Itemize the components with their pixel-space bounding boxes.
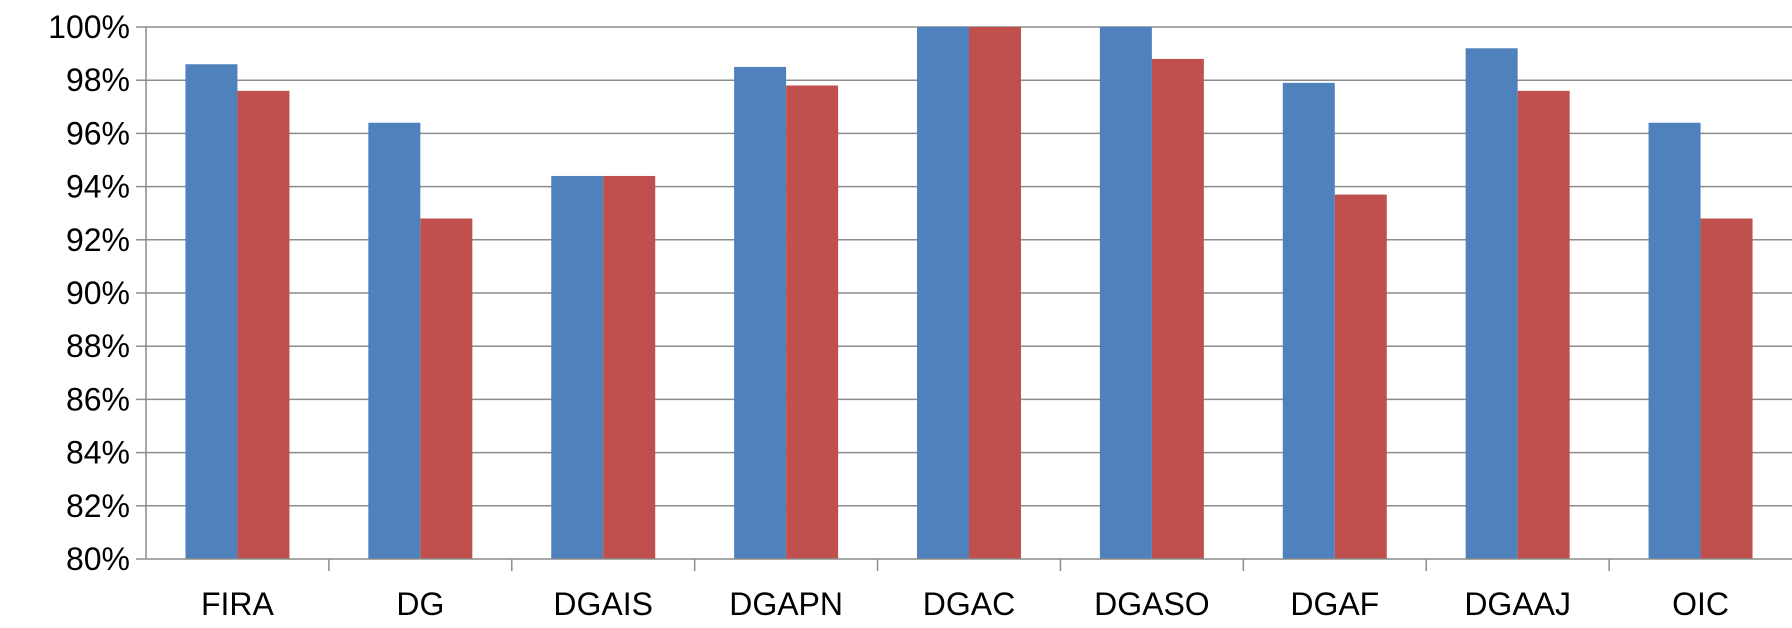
bar-series2-dg — [420, 218, 473, 559]
x-category-label: FIRA — [201, 586, 275, 622]
bar-series1-dgapn — [734, 66, 787, 560]
y-tick-label: 96% — [66, 115, 130, 151]
y-tick-label: 80% — [66, 541, 130, 577]
y-tick-label: 86% — [66, 381, 130, 417]
x-category-labels: FIRA DG DGAIS DGAPN DGAC DGASO DGAF DGAAJ OIC — [201, 586, 1729, 622]
y-tick-label: 92% — [66, 222, 130, 258]
bar-series2-dgais — [603, 175, 656, 559]
bar-series2-dgapn — [786, 85, 839, 560]
bar-series1-dgaf — [1282, 82, 1335, 560]
bar-series1-fira — [185, 64, 238, 560]
x-category-label: OIC — [1672, 586, 1729, 622]
bars — [185, 27, 1753, 560]
bar-series2-dgaaj — [1517, 90, 1570, 559]
x-category-label: DG — [396, 586, 444, 622]
bar-series1-oic — [1648, 122, 1701, 559]
x-category-label: DGAIS — [553, 586, 653, 622]
y-tick-label: 88% — [66, 328, 130, 364]
bar-series2-dgac — [969, 27, 1021, 559]
bar-series1-dgaso — [1099, 27, 1152, 559]
bar-series2-fira — [237, 90, 290, 559]
axes — [136, 26, 1792, 571]
x-category-label: DGAAJ — [1464, 586, 1571, 622]
x-category-label: DGASO — [1094, 586, 1210, 622]
bar-series1-dg — [368, 122, 421, 559]
x-category-label: DGAF — [1290, 586, 1379, 622]
bar-series2-dgaso — [1151, 58, 1204, 560]
y-tick-label: 98% — [66, 62, 130, 98]
bar-series1-dgac — [917, 27, 969, 559]
y-tick-label: 84% — [66, 435, 130, 471]
bar-series2-oic — [1700, 218, 1753, 559]
bar-series2-dgaf — [1334, 194, 1387, 559]
y-tick-label: 100% — [48, 9, 130, 45]
bar-series1-dgaaj — [1465, 48, 1518, 559]
y-tick-labels: 80% 82% 84% 86% 88% 90% 92% 94% 96% 98% 100% — [48, 9, 130, 577]
y-tick-label: 82% — [66, 488, 130, 524]
x-category-label: DGAC — [923, 586, 1015, 622]
y-tick-label: 94% — [66, 169, 130, 205]
x-category-label: DGAPN — [729, 586, 843, 622]
y-tick-label: 90% — [66, 275, 130, 311]
bar-series1-dgais — [551, 175, 604, 559]
